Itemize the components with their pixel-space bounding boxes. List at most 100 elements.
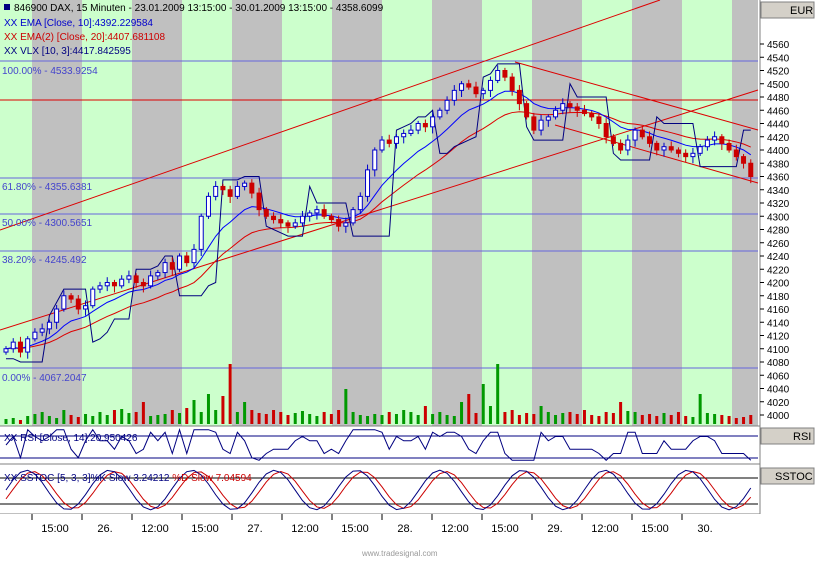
fib-label-0: 0.00% - 4067.2047: [2, 373, 87, 384]
volume-bar: [105, 415, 109, 424]
symbol-icon: [4, 4, 10, 10]
candle-body: [184, 255, 190, 264]
candle-body: [430, 116, 436, 128]
volume-bar: [315, 416, 319, 424]
candle-body: [32, 331, 38, 340]
fib-label-382: 38.20% - 4245.492: [2, 255, 87, 266]
volume-bar: [112, 410, 116, 424]
volume-bar: [250, 410, 254, 424]
volume-bar: [91, 416, 95, 424]
candle-body: [198, 215, 204, 250]
volume-bar: [308, 414, 312, 424]
volume-bar: [235, 412, 239, 424]
volume-bar: [669, 415, 673, 424]
candle-body: [386, 139, 392, 144]
price-tick-label: 4300: [767, 212, 790, 223]
time-tick-label: 12:00: [591, 523, 619, 535]
volume-bar: [727, 416, 731, 424]
candle-body: [292, 222, 298, 227]
currency-box: [760, 1, 815, 19]
time-tick-label: 15:00: [191, 523, 219, 535]
volume-bars: [4, 364, 753, 424]
volume-bar: [387, 412, 391, 424]
rsi-name-box: [760, 427, 815, 445]
price-tick-label: 4220: [767, 265, 790, 276]
candle-body: [177, 255, 183, 270]
volume-bar: [409, 412, 413, 424]
candle-body: [372, 149, 378, 171]
candle-body: [104, 282, 110, 287]
candle-body: [625, 139, 631, 151]
candle-body: [596, 116, 602, 124]
candle-body: [668, 146, 674, 151]
volume-bar: [713, 414, 717, 424]
volume-bar: [11, 418, 15, 424]
candle-body: [155, 272, 161, 277]
fib-label-50: 50.00% - 4300.5651: [2, 218, 93, 229]
candle-body: [169, 262, 175, 270]
volume-bar: [76, 417, 80, 424]
price-tick-label: 4540: [767, 53, 790, 64]
channel-upper: [0, 0, 661, 231]
price-tick-label: 4480: [767, 93, 790, 104]
symbol-line: 846900 DAX, 15 Minuten - 23.01.2009 13:1…: [14, 3, 384, 14]
volume-bar: [517, 415, 521, 424]
volume-bar: [416, 415, 420, 424]
rsi-pane-name: RSI: [793, 431, 811, 443]
volume-bar: [684, 416, 688, 424]
candle-body: [401, 132, 407, 138]
volume-bar: [55, 418, 59, 424]
rsi-label: XX RSI [Close, 14]:20.950426: [4, 433, 138, 444]
time-tick-label: 12:00: [441, 523, 469, 535]
candle-body: [97, 285, 103, 290]
candle-body: [205, 195, 211, 217]
candle-body: [220, 185, 226, 191]
volume-bar: [467, 394, 471, 424]
candle-body: [133, 275, 139, 283]
candle-body: [68, 295, 74, 300]
volume-bar: [742, 417, 746, 424]
candle-body: [733, 149, 739, 158]
price-tick-label: 4360: [767, 173, 790, 184]
volume-bar: [141, 402, 145, 424]
candle-body: [704, 139, 710, 148]
candle-body: [379, 139, 385, 151]
volume-bar: [394, 414, 398, 424]
volume-bar: [380, 415, 384, 424]
volume-bar: [329, 414, 333, 424]
sstoc-k-line: [5, 469, 752, 511]
candle-body: [357, 195, 363, 211]
time-axis-panel: [0, 514, 816, 560]
candle-body: [249, 182, 255, 194]
candle-body: [213, 185, 219, 197]
candle-body: [285, 222, 291, 227]
volume-bar: [503, 412, 507, 424]
vlx-line: [6, 63, 751, 363]
price-tick-label: 4460: [767, 106, 790, 117]
volume-bar: [26, 416, 30, 424]
rsi-pane: [0, 426, 758, 464]
candle-body: [119, 278, 125, 287]
candle-body: [350, 209, 356, 224]
volume-bar: [170, 410, 174, 424]
candle-body: [422, 123, 428, 128]
price-tick-label: 4260: [767, 239, 790, 250]
volume-bar: [243, 402, 247, 424]
time-tick-label: 12:00: [141, 523, 169, 535]
volume-bar: [221, 396, 225, 424]
price-tick-label: 4100: [767, 345, 790, 356]
candle-body: [126, 275, 132, 280]
candle-body: [39, 328, 45, 333]
time-tick-label: 30.: [697, 523, 712, 535]
time-ticks: 15:00 26. 12:00 15:00 27. 12:00 15:00 28. 12:00 1…: [31, 514, 713, 535]
volume-bar: [582, 410, 586, 424]
volume-bar: [344, 389, 348, 424]
candle-body: [697, 146, 703, 154]
candle-body: [365, 169, 371, 197]
candle-body: [473, 86, 479, 95]
price-tick-label: 4520: [767, 67, 790, 78]
price-tick-label: 4320: [767, 199, 790, 210]
time-tick-label: 26.: [97, 523, 112, 535]
volume-bar: [619, 402, 623, 424]
candle-body: [487, 79, 493, 91]
